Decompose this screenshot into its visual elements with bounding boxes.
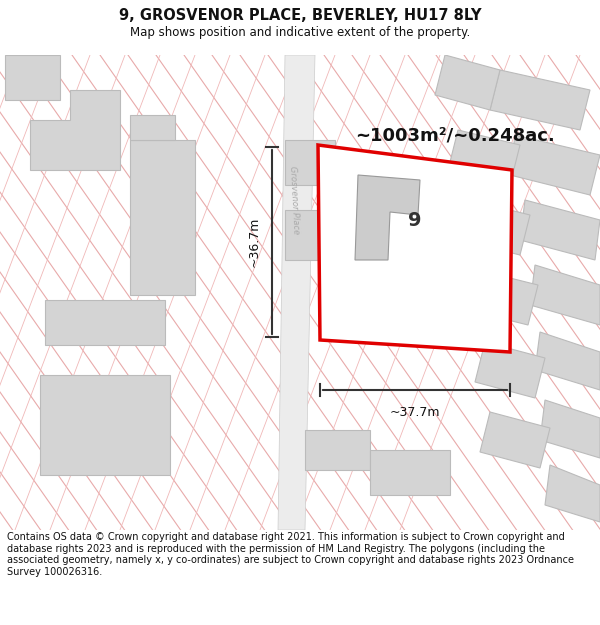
Polygon shape bbox=[435, 55, 500, 110]
Polygon shape bbox=[5, 55, 60, 100]
Polygon shape bbox=[285, 210, 335, 260]
Text: Grosvenor Place: Grosvenor Place bbox=[288, 166, 300, 234]
Polygon shape bbox=[468, 270, 538, 325]
Polygon shape bbox=[355, 175, 420, 260]
Polygon shape bbox=[278, 55, 315, 530]
Polygon shape bbox=[520, 200, 600, 260]
Text: ~36.7m: ~36.7m bbox=[248, 217, 260, 268]
Polygon shape bbox=[318, 145, 512, 352]
Polygon shape bbox=[30, 90, 120, 170]
Polygon shape bbox=[510, 135, 600, 195]
Polygon shape bbox=[448, 130, 520, 185]
Polygon shape bbox=[490, 70, 590, 130]
Text: ~37.7m: ~37.7m bbox=[390, 406, 440, 419]
Polygon shape bbox=[530, 265, 600, 325]
Text: 9: 9 bbox=[408, 211, 422, 229]
Polygon shape bbox=[40, 375, 170, 475]
Polygon shape bbox=[130, 115, 175, 140]
Polygon shape bbox=[460, 200, 530, 255]
Polygon shape bbox=[305, 430, 370, 470]
Polygon shape bbox=[475, 342, 545, 398]
Polygon shape bbox=[535, 332, 600, 390]
Polygon shape bbox=[130, 140, 195, 295]
Text: 9, GROSVENOR PLACE, BEVERLEY, HU17 8LY: 9, GROSVENOR PLACE, BEVERLEY, HU17 8LY bbox=[119, 8, 481, 23]
Polygon shape bbox=[285, 140, 335, 185]
Polygon shape bbox=[545, 465, 600, 522]
Polygon shape bbox=[540, 400, 600, 458]
Text: Contains OS data © Crown copyright and database right 2021. This information is : Contains OS data © Crown copyright and d… bbox=[7, 532, 574, 577]
Polygon shape bbox=[480, 412, 550, 468]
Text: ~1003m²/~0.248ac.: ~1003m²/~0.248ac. bbox=[355, 126, 555, 144]
Polygon shape bbox=[45, 300, 165, 345]
Polygon shape bbox=[370, 450, 450, 495]
Text: Map shows position and indicative extent of the property.: Map shows position and indicative extent… bbox=[130, 26, 470, 39]
